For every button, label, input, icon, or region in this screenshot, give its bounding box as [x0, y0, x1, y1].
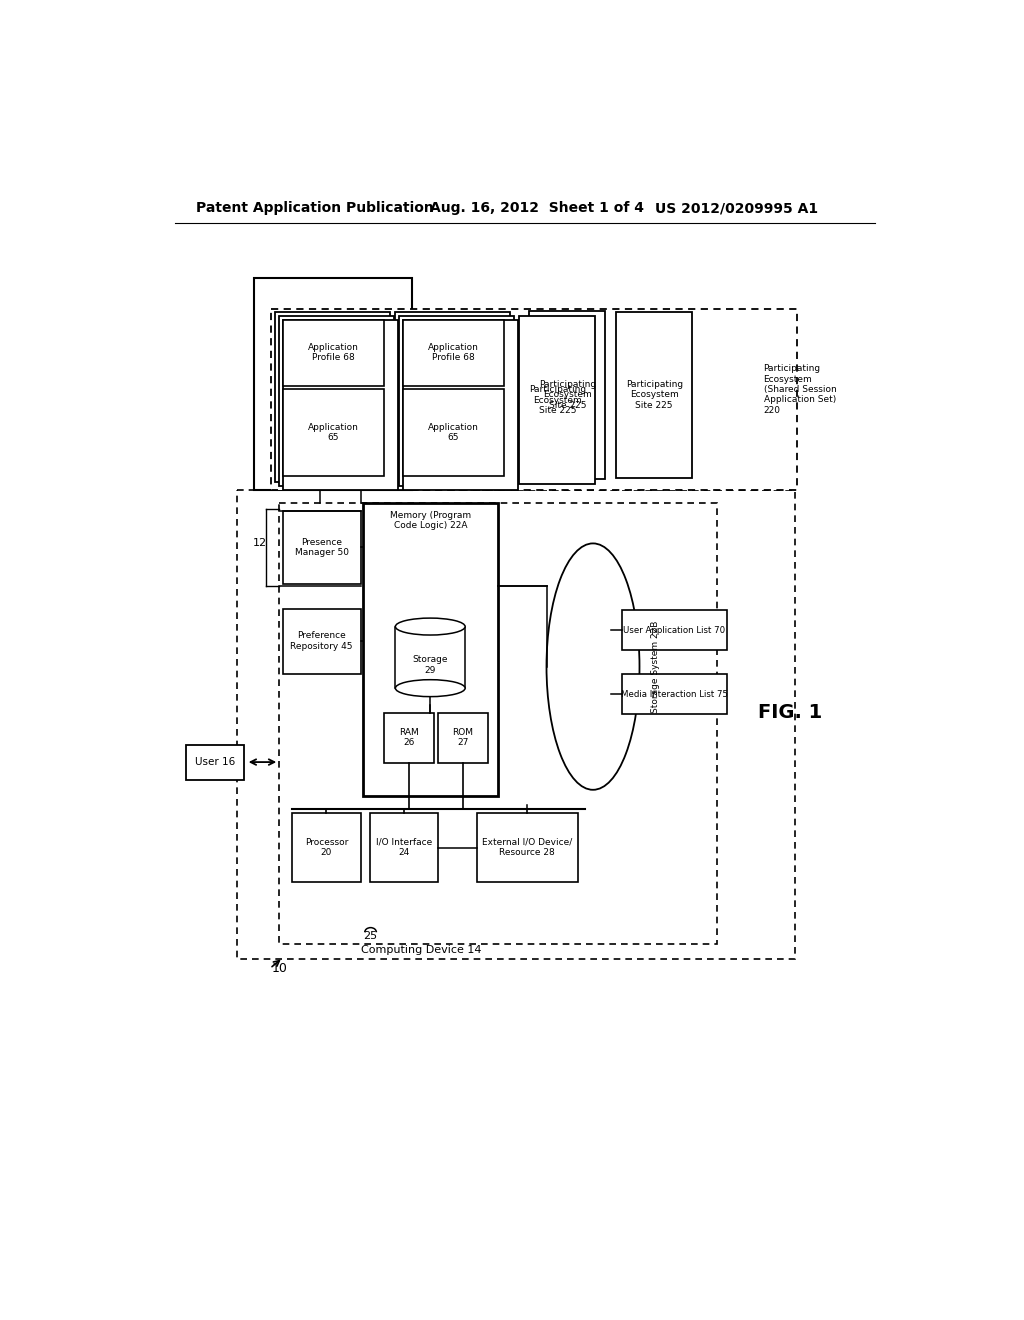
Bar: [254, 277, 412, 490]
Bar: [362, 503, 499, 796]
Text: User 16: User 16: [195, 758, 234, 767]
Bar: [519, 317, 595, 484]
Text: Preference
Repository 45: Preference Repository 45: [291, 631, 353, 651]
Bar: [271, 309, 797, 490]
Text: FIG. 1: FIG. 1: [759, 704, 822, 722]
Text: RAM
26: RAM 26: [398, 727, 419, 747]
Bar: [403, 389, 504, 475]
Bar: [280, 503, 717, 944]
Bar: [623, 675, 727, 714]
Text: Presence
Manager 50: Presence Manager 50: [295, 537, 349, 557]
Text: 10: 10: [271, 962, 288, 975]
Bar: [438, 713, 488, 763]
Text: Media Interaction List 75: Media Interaction List 75: [621, 690, 728, 698]
Text: Aug. 16, 2012  Sheet 1 of 4: Aug. 16, 2012 Sheet 1 of 4: [430, 202, 644, 215]
Text: I/O Interface
24: I/O Interface 24: [376, 838, 432, 857]
Text: Patent Application Publication: Patent Application Publication: [197, 202, 434, 215]
Text: Application
Profile 68: Application Profile 68: [428, 343, 479, 362]
Bar: [529, 312, 605, 479]
Text: US 2012/0209995 A1: US 2012/0209995 A1: [655, 202, 818, 215]
Text: Computing Device 14: Computing Device 14: [360, 945, 481, 954]
Bar: [395, 313, 510, 482]
Bar: [280, 317, 394, 486]
Text: Application
65: Application 65: [308, 422, 358, 442]
Bar: [370, 813, 438, 882]
Bar: [186, 744, 245, 780]
Text: Memory (Program
Code Logic) 22A: Memory (Program Code Logic) 22A: [390, 511, 471, 531]
Text: 25: 25: [364, 931, 378, 941]
Text: Application
Profile 68: Application Profile 68: [308, 343, 358, 362]
Bar: [283, 321, 397, 490]
Text: Participating
Ecosystem
(Shared Session
Application Set)
220: Participating Ecosystem (Shared Session …: [764, 364, 837, 414]
Text: External I/O Device/
Resource 28: External I/O Device/ Resource 28: [482, 838, 572, 857]
Text: 12: 12: [253, 539, 267, 548]
Text: ROM
27: ROM 27: [453, 727, 473, 747]
Bar: [283, 389, 384, 475]
Text: Participating
Ecosystem
Site 225: Participating Ecosystem Site 225: [528, 385, 586, 414]
Bar: [399, 317, 514, 486]
Text: Participating
Ecosystem
Site 225: Participating Ecosystem Site 225: [539, 380, 596, 409]
Text: Processor
20: Processor 20: [305, 838, 348, 857]
Text: Application
65: Application 65: [428, 422, 479, 442]
Text: Storage
29: Storage 29: [413, 655, 449, 675]
Bar: [384, 713, 434, 763]
Bar: [237, 490, 795, 960]
Ellipse shape: [395, 618, 465, 635]
Bar: [292, 813, 360, 882]
Bar: [477, 813, 578, 882]
Text: Participating
Ecosystem
Site 225: Participating Ecosystem Site 225: [626, 380, 683, 409]
Bar: [283, 609, 360, 675]
Bar: [403, 321, 518, 490]
Bar: [616, 313, 692, 478]
Bar: [283, 511, 360, 585]
Bar: [275, 313, 390, 482]
Bar: [283, 321, 384, 385]
Ellipse shape: [547, 544, 640, 789]
Text: Storage System 22B: Storage System 22B: [651, 620, 660, 713]
Bar: [403, 321, 504, 385]
Ellipse shape: [395, 680, 465, 697]
Text: User Application List 70: User Application List 70: [624, 626, 725, 635]
Bar: [623, 610, 727, 651]
